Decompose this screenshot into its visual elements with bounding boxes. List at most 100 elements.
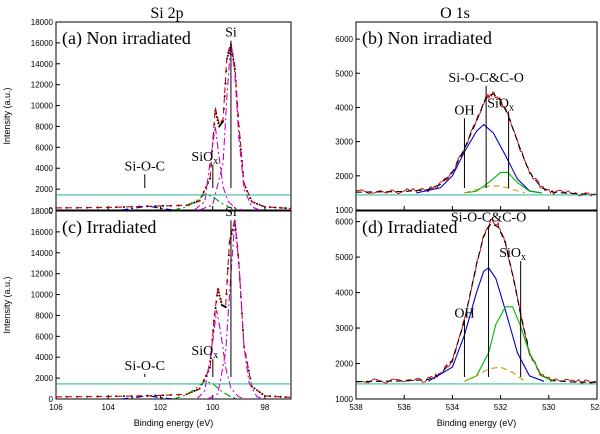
y-tick-label: 18000 <box>31 207 54 216</box>
data-point <box>253 387 256 390</box>
plot-frame <box>55 21 292 211</box>
y-tick-label: 2000 <box>335 360 353 369</box>
y-tick-label: 8000 <box>35 311 53 320</box>
y-tick-label: 4000 <box>335 289 353 298</box>
series-line-si-2p1-2 <box>194 126 245 210</box>
y-tick-label: 2000 <box>335 172 353 181</box>
series-line-fit-envelope <box>356 222 597 383</box>
series-line-si-2p3-2 <box>207 221 266 399</box>
annotation-label: SiOx <box>487 96 514 113</box>
series-line-fit-envelope <box>356 93 597 196</box>
y-tick-label: 2000 <box>35 374 53 383</box>
series-line-fit-envelope <box>56 42 291 209</box>
series-line-oh-si-o-c-c-o <box>416 123 542 194</box>
y-tick-label: 6000 <box>335 35 353 44</box>
series-line-minor <box>464 366 526 382</box>
column-title-o1s: O 1s <box>440 5 470 22</box>
x-tick-label: 534 <box>446 403 460 412</box>
series-line-si-o-c <box>121 394 174 399</box>
annotation-label: Si-O-C <box>125 359 165 374</box>
data-point <box>232 58 235 61</box>
series-line-si-2p3-2 <box>199 42 260 210</box>
data-point <box>122 395 125 398</box>
y-tick-label: 14000 <box>31 249 54 258</box>
y-tick-label: 2000 <box>35 185 53 194</box>
data-point <box>223 95 226 98</box>
series-experimental-points <box>56 220 287 399</box>
x-axis-label: Binding energy (eV) <box>437 418 517 428</box>
x-tick-label: 104 <box>102 403 116 412</box>
plot-frame <box>355 210 598 400</box>
y-tick-label: 6000 <box>35 332 53 341</box>
y-tick-label: 10000 <box>31 291 54 300</box>
annotation-label: SiOx <box>499 246 526 263</box>
y-tick-label: 4000 <box>35 164 53 173</box>
y-tick-label: 1000 <box>335 395 353 404</box>
data-point <box>204 375 207 378</box>
data-point <box>284 207 287 210</box>
series-line-experimental <box>356 218 597 385</box>
y-tick-label: 3000 <box>335 324 353 333</box>
panel-label: (c) Irradiated <box>62 217 156 238</box>
panel-label: (a) Non irradiated <box>62 28 191 49</box>
data-point <box>244 186 247 189</box>
x-tick-label: 536 <box>398 403 412 412</box>
data-point <box>209 357 212 360</box>
data-point <box>274 206 277 209</box>
y-tick-label: 5000 <box>335 69 353 78</box>
data-point <box>249 197 252 200</box>
x-tick-label: 106 <box>49 403 63 412</box>
x-tick-label: 528 <box>590 403 600 412</box>
data-point <box>222 120 225 123</box>
y-tick-label: 0 <box>49 395 54 404</box>
x-axis-label: Binding energy (eV) <box>134 418 214 428</box>
annotation-label: Si-O-C <box>125 159 165 174</box>
y-tick-label: 6000 <box>35 143 53 152</box>
data-point <box>214 307 217 310</box>
panel-label: (b) Non irradiated <box>362 28 492 49</box>
x-tick-label: 102 <box>154 403 168 412</box>
data-point <box>241 329 244 332</box>
x-tick-label: 98 <box>260 403 269 412</box>
data-point <box>227 267 230 270</box>
annotation-label: Si <box>225 205 237 220</box>
x-tick-label: 530 <box>542 403 556 412</box>
panel-a: 0 2000 4000 6000 8000 10000 12000 14000 16000 180… <box>2 18 292 215</box>
y-axis-label: Intensity (a.u.) <box>2 276 12 333</box>
data-point <box>209 177 212 180</box>
series-line-minor <box>464 185 525 194</box>
y-tick-label: 18000 <box>31 18 54 27</box>
annotation-label: SiOx <box>191 344 218 361</box>
data-point <box>226 54 229 57</box>
plot-frame <box>355 21 598 211</box>
annotation-label: OH <box>454 103 474 118</box>
y-tick-label: 5000 <box>335 253 353 262</box>
annotation-label: SiOx <box>191 150 218 167</box>
data-point <box>233 68 236 70</box>
y-tick-label: 12000 <box>31 81 54 90</box>
annotation-label: OH <box>454 306 474 321</box>
y-tick-label: 8000 <box>35 122 53 131</box>
data-point <box>122 205 125 208</box>
data-point <box>154 394 157 397</box>
column-title-si2p: Si 2p <box>150 5 183 22</box>
series-line-siox <box>464 306 554 382</box>
y-tick-label: 10000 <box>31 102 54 111</box>
data-point <box>234 228 237 231</box>
data-point <box>215 112 218 115</box>
y-tick-label: 0 <box>49 206 54 215</box>
data-point <box>218 294 221 297</box>
annotation-label: Si <box>225 26 237 41</box>
y-axis-label: Intensity (a.u.) <box>2 87 12 144</box>
data-point <box>210 347 213 350</box>
x-tick-label: 538 <box>349 403 363 412</box>
y-tick-label: 4000 <box>35 353 53 362</box>
y-tick-label: 16000 <box>31 39 54 48</box>
series-experimental-points <box>56 43 287 210</box>
y-tick-label: 4000 <box>335 103 353 112</box>
x-tick-label: 532 <box>494 403 508 412</box>
series-line-si-o-c <box>121 205 174 210</box>
data-point <box>224 306 227 309</box>
x-tick-label: 100 <box>206 403 220 412</box>
